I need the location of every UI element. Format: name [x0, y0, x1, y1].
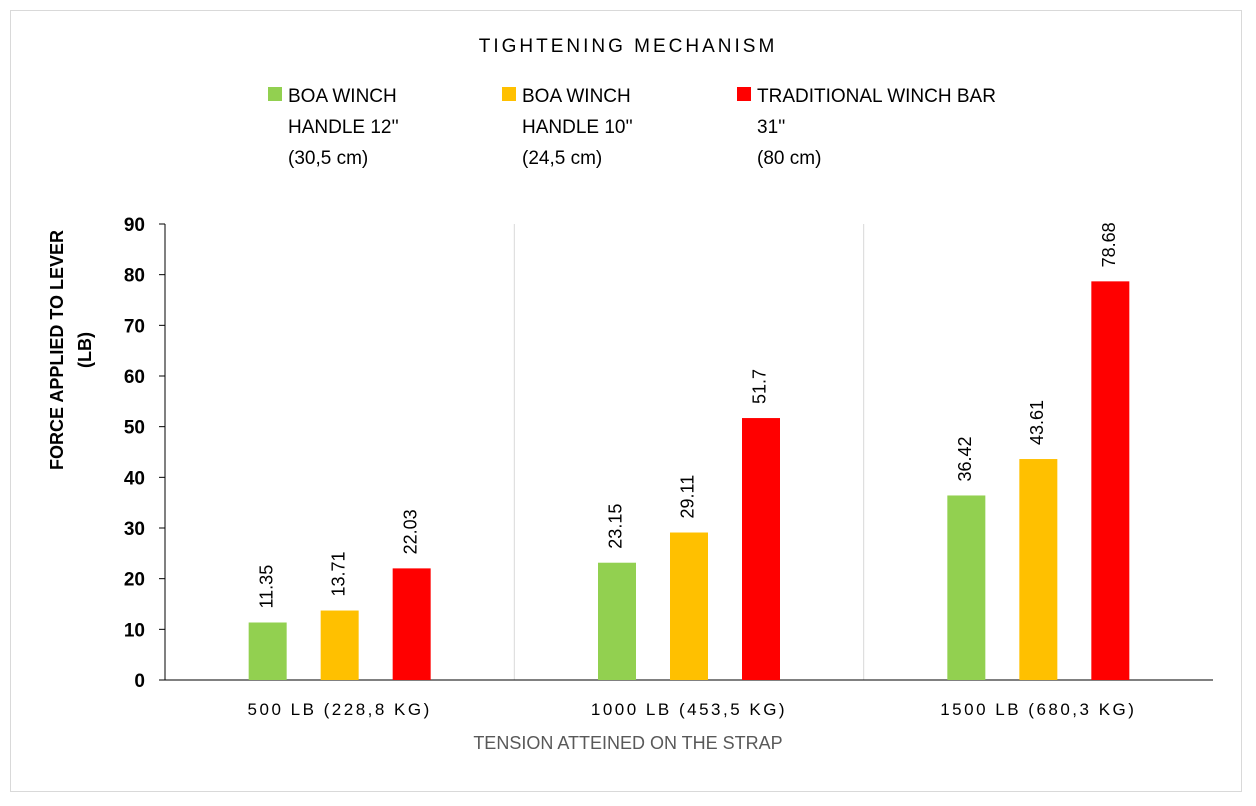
data-label: 22.03 [400, 509, 420, 554]
legend-swatch [268, 87, 282, 101]
data-label: 23.15 [606, 504, 626, 549]
bar [320, 610, 359, 680]
bar [1091, 281, 1130, 680]
x-tick-label: 500 LB (228,8 KG) [248, 700, 432, 719]
data-label: 36.42 [955, 436, 975, 481]
y-tick-label: 70 [124, 316, 145, 337]
data-label: 43.61 [1027, 400, 1047, 445]
legend-item-boa-12: BOA WINCH HANDLE 12'' (30,5 cm) [268, 81, 399, 174]
y-tick-label: 60 [124, 367, 145, 388]
x-tick-label: 1000 LB (453,5 KG) [591, 700, 787, 719]
bar [947, 495, 986, 680]
data-label: 29.11 [678, 475, 698, 519]
bar [742, 418, 780, 680]
bar [392, 568, 431, 680]
legend-label: BOA WINCH HANDLE 10'' (24,5 cm) [522, 86, 633, 169]
legend-item-boa-10: BOA WINCH HANDLE 10'' (24,5 cm) [502, 81, 633, 174]
legend-label: TRADITIONAL WINCH BAR 31'' (80 cm) [757, 86, 996, 169]
bar [598, 562, 636, 680]
data-label: 11.35 [256, 565, 276, 609]
y-tick-label: 80 [124, 266, 145, 287]
x-axis-label: TENSION ATTEINED ON THE STRAP [473, 733, 783, 753]
legend-item-traditional: TRADITIONAL WINCH BAR 31'' (80 cm) [737, 81, 996, 174]
y-tick-label: 40 [124, 468, 145, 489]
y-tick-label: 30 [124, 519, 145, 540]
bar [670, 532, 708, 680]
x-tick-label: 1500 LB (680,3 KG) [940, 700, 1136, 719]
y-tick-label: 20 [124, 570, 145, 591]
data-label: 13.71 [328, 551, 348, 596]
y-tick-label: 50 [124, 418, 145, 439]
legend-swatch [502, 87, 516, 101]
data-label: 51.7 [750, 369, 770, 404]
bar [1019, 459, 1058, 680]
y-tick-label: 10 [124, 620, 145, 641]
data-label: 78.68 [1099, 222, 1119, 267]
y-tick-label: 90 [124, 215, 145, 236]
y-tick-label: 0 [134, 671, 145, 692]
bar [248, 622, 287, 680]
chart-title: TIGHTENING MECHANISM [478, 36, 778, 57]
legend-swatch [737, 87, 751, 101]
legend-label: BOA WINCH HANDLE 12'' (30,5 cm) [288, 86, 399, 169]
